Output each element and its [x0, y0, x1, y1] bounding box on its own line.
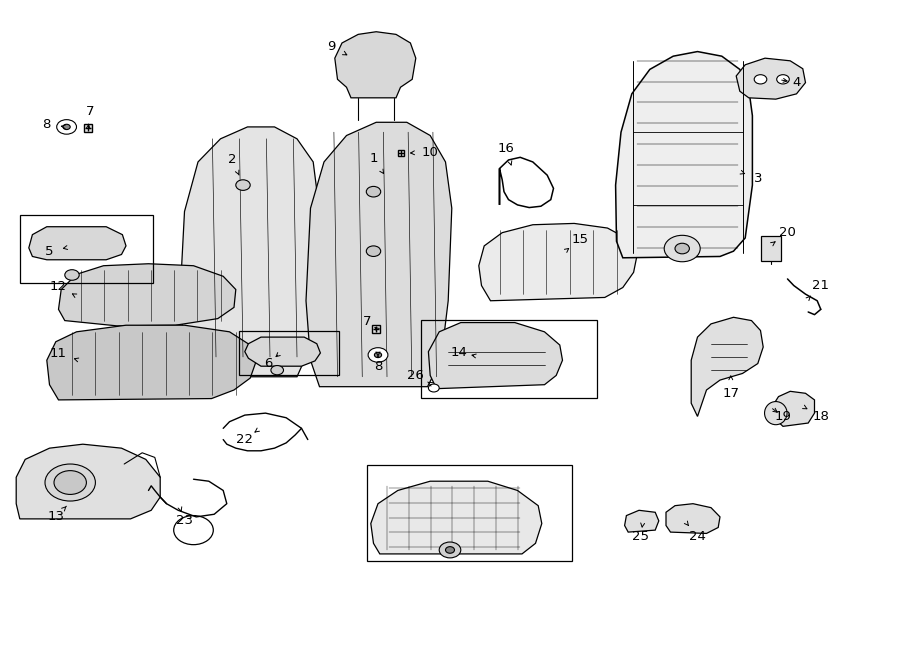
Polygon shape	[16, 444, 160, 519]
Polygon shape	[58, 264, 236, 326]
Text: 20: 20	[779, 226, 796, 239]
Text: 26: 26	[408, 369, 424, 382]
Text: 12: 12	[50, 280, 67, 293]
Bar	[421, 320, 597, 398]
Polygon shape	[479, 223, 637, 301]
Bar	[238, 330, 339, 375]
Polygon shape	[736, 58, 806, 99]
Circle shape	[428, 384, 439, 392]
Text: 6: 6	[264, 357, 273, 370]
Text: 4: 4	[792, 76, 801, 89]
Text: 7: 7	[363, 315, 372, 328]
Text: 5: 5	[45, 245, 54, 258]
Circle shape	[374, 352, 382, 358]
Bar	[20, 215, 153, 283]
Bar	[761, 236, 781, 261]
Polygon shape	[371, 481, 542, 554]
Circle shape	[446, 547, 454, 553]
Circle shape	[439, 542, 461, 558]
Text: 3: 3	[753, 172, 762, 185]
Circle shape	[664, 235, 700, 262]
Circle shape	[65, 270, 79, 280]
Polygon shape	[47, 325, 256, 400]
Polygon shape	[666, 504, 720, 533]
Circle shape	[271, 366, 284, 375]
Text: 14: 14	[451, 346, 467, 359]
Text: 21: 21	[813, 279, 829, 292]
Polygon shape	[691, 317, 763, 416]
Polygon shape	[616, 52, 752, 258]
Text: 9: 9	[327, 40, 336, 53]
Text: 11: 11	[50, 347, 67, 360]
Circle shape	[45, 464, 95, 501]
Polygon shape	[772, 391, 814, 426]
Polygon shape	[428, 323, 562, 389]
Ellipse shape	[764, 401, 787, 424]
Circle shape	[236, 180, 250, 190]
Circle shape	[754, 75, 767, 84]
Text: 23: 23	[176, 514, 193, 527]
Circle shape	[675, 243, 689, 254]
Circle shape	[777, 75, 789, 84]
Text: 8: 8	[42, 118, 51, 131]
Text: 1: 1	[369, 152, 378, 165]
Text: 24: 24	[689, 530, 706, 543]
Text: 22: 22	[237, 433, 253, 446]
Text: 2: 2	[228, 153, 237, 167]
Text: 19: 19	[775, 410, 791, 423]
Polygon shape	[335, 32, 416, 98]
Text: 18: 18	[813, 410, 829, 423]
Text: 16: 16	[498, 142, 514, 155]
Circle shape	[57, 120, 76, 134]
Circle shape	[366, 246, 381, 256]
Circle shape	[368, 348, 388, 362]
Text: 7: 7	[86, 104, 94, 118]
Text: 17: 17	[723, 387, 739, 400]
Circle shape	[54, 471, 86, 494]
Text: 15: 15	[572, 233, 589, 246]
Bar	[367, 465, 572, 561]
Polygon shape	[180, 127, 320, 377]
Text: 8: 8	[374, 360, 382, 373]
Polygon shape	[245, 337, 320, 366]
Polygon shape	[306, 122, 452, 387]
Text: 13: 13	[48, 510, 64, 524]
Circle shape	[366, 186, 381, 197]
Polygon shape	[29, 227, 126, 260]
Text: 25: 25	[633, 530, 649, 543]
Text: 10: 10	[422, 145, 438, 159]
Circle shape	[63, 124, 70, 130]
Polygon shape	[625, 510, 659, 532]
